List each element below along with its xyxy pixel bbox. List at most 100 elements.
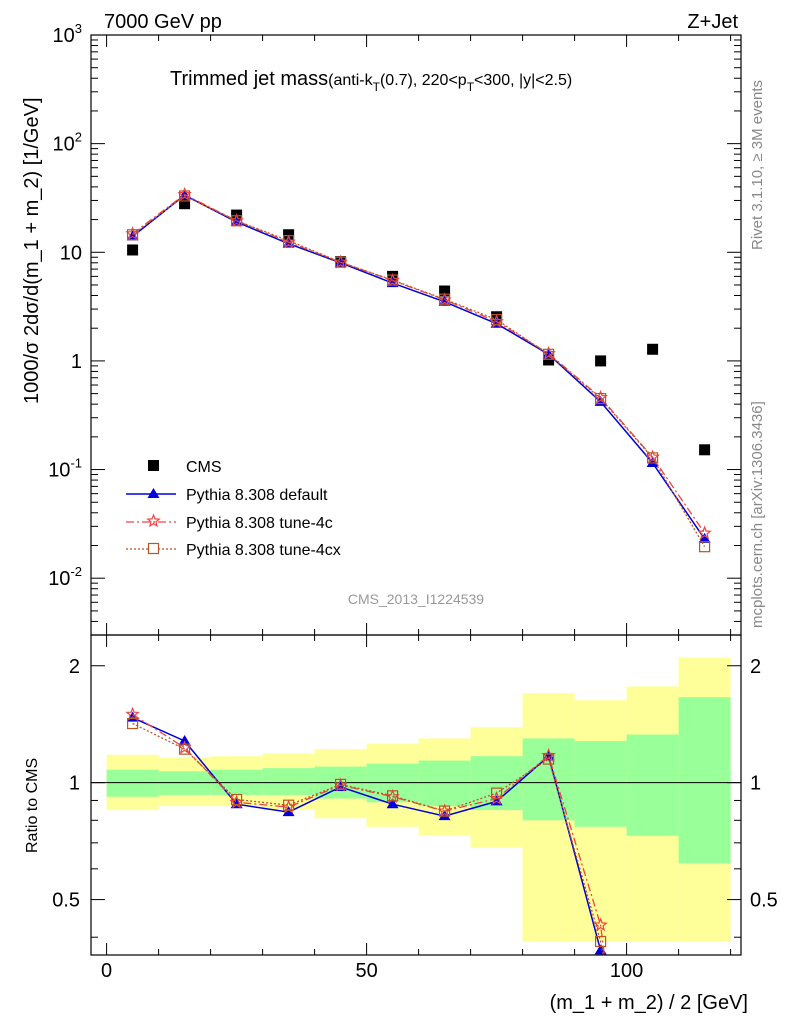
- main-data-point: [283, 235, 295, 247]
- main-y-tick-exp: -2: [70, 564, 82, 579]
- main-series-line: [132, 194, 706, 540]
- main-data-point: [126, 229, 139, 241]
- main-data-point: [177, 186, 192, 201]
- main-y-tick-label: 10-1: [48, 456, 82, 482]
- ratio-data-point: [437, 803, 452, 818]
- plot-title: Trimmed jet mass(anti-kT(0.7), 220<pT<30…: [170, 68, 572, 94]
- main-y-tick-label: 103: [53, 21, 82, 47]
- main-data-point: [646, 456, 659, 467]
- ratio-band-green: [626, 734, 679, 836]
- legend-marker-default: [147, 488, 160, 498]
- rivet-label: Rivet 3.1.10, ≥ 3M events: [749, 80, 766, 250]
- ratio-band-green: [418, 760, 471, 807]
- main-data-point: [595, 355, 607, 367]
- header-left: 7000 GeV pp: [104, 11, 222, 33]
- main-data-point: [543, 354, 555, 366]
- title-sub-a: (anti-k: [328, 72, 373, 89]
- watermark: CMS_2013_I1224539: [348, 591, 484, 607]
- legend-marker-tune4c: [146, 513, 161, 528]
- ratio-data-point: [179, 743, 191, 755]
- ratio-data-point: [489, 790, 504, 805]
- legend: CMS Pythia 8.308 default Pythia 8.308 tu…: [126, 459, 341, 559]
- ratio-data-point: [439, 805, 451, 817]
- main-data-point: [698, 532, 711, 543]
- ratio-band-green: [262, 768, 315, 795]
- main-data-point: [127, 244, 139, 256]
- header-right: Z+Jet: [687, 11, 738, 33]
- title-sub-b: (0.7), 220<p: [380, 72, 467, 89]
- main-series-3: [126, 190, 711, 553]
- main-y-tick-label: 102: [53, 130, 82, 156]
- main-series-2: [125, 186, 712, 540]
- ratio-data-point: [593, 917, 608, 932]
- main-data-point: [699, 444, 711, 456]
- main-data-point: [335, 256, 347, 268]
- title-sub-kt: T: [373, 80, 381, 94]
- main-data-point: [179, 198, 191, 210]
- legend-marker-cms: [148, 460, 159, 471]
- main-data-point: [542, 348, 555, 360]
- x-tick-label: 0: [101, 960, 112, 982]
- main-y-tick-exp: -1: [70, 456, 82, 471]
- x-tick-label: 50: [355, 960, 377, 982]
- ratio-data-point: [594, 944, 607, 955]
- ratio-series-2: [126, 717, 607, 955]
- ratio-y-tick-label: 2: [69, 656, 80, 678]
- ratio-y-tick-label-right: 1: [750, 773, 761, 795]
- title-main: Trimmed jet mass: [170, 68, 328, 90]
- ratio-data-point: [283, 799, 295, 811]
- main-data-point: [281, 234, 296, 249]
- ratio-y-axis-label: Ratio to CMS: [24, 758, 41, 853]
- ratio-data-point: [231, 793, 243, 806]
- main-data-point: [594, 392, 607, 405]
- main-data-point: [387, 274, 399, 286]
- ratio-band-green: [106, 769, 159, 797]
- ratio-data-point: [282, 806, 295, 817]
- legend-label-tune4cx: Pythia 8.308 tune-4cx: [186, 542, 341, 559]
- main-data-point: [439, 293, 451, 305]
- ratio-plot-frame: [90, 634, 742, 956]
- ratio-band-green: [678, 697, 731, 864]
- main-series-line: [132, 195, 706, 548]
- main-y-tick-base: 10: [48, 460, 70, 482]
- ratio-data-point: [178, 735, 191, 746]
- ratio-y-tick-label: 1: [69, 773, 80, 795]
- title-sub-pt: T: [467, 80, 475, 94]
- x-axis-label: (m_1 + m_2) / 2 [GeV]: [550, 992, 748, 1014]
- ratio-data-point: [125, 706, 140, 721]
- main-data-point: [646, 452, 659, 464]
- ratio-data-point: [333, 777, 348, 792]
- main-y-tick-base: 10: [48, 568, 70, 590]
- ratio-data-point: [177, 740, 192, 754]
- ratio-data-point: [387, 790, 399, 802]
- main-data-point: [593, 389, 608, 404]
- ratio-plot: 0.5 0.5 1 1 2 2 0 50 100: [52, 634, 778, 982]
- legend-entry-tune4c: Pythia 8.308 tune-4c: [126, 513, 333, 532]
- ratio-data-point: [594, 935, 607, 948]
- ratio-data-point: [386, 798, 399, 809]
- legend-entry-cms: CMS: [148, 459, 222, 476]
- legend-entry-default: Pythia 8.308 default: [126, 487, 328, 504]
- ratio-y-tick-label-right: 0.5: [750, 890, 778, 912]
- main-series-line: [132, 193, 706, 534]
- mcplots-label: mcplots.cern.ch [arXiv:1306.3436]: [749, 401, 766, 628]
- ratio-data-point: [542, 753, 555, 765]
- ratio-data-point: [438, 810, 451, 821]
- ratio-data-point: [335, 778, 347, 790]
- main-y-tick-base: 10: [53, 134, 75, 156]
- main-data-point: [491, 314, 503, 326]
- main-data-point: [387, 270, 399, 282]
- legend-entry-tune4cx: Pythia 8.308 tune-4cx: [126, 542, 341, 559]
- main-data-point: [541, 345, 556, 360]
- ratio-band-green: [574, 741, 627, 827]
- main-y-tick-exp: 2: [75, 130, 82, 145]
- main-y-tick-base: 10: [53, 25, 75, 47]
- main-data-point: [698, 541, 711, 553]
- legend-marker-tune4cx: [147, 542, 160, 555]
- title-sub-c: <300, |y|<2.5): [474, 72, 572, 89]
- main-data-point: [231, 215, 243, 227]
- main-y-tick-label: 10-2: [48, 564, 82, 590]
- x-tick-label: 100: [610, 960, 643, 982]
